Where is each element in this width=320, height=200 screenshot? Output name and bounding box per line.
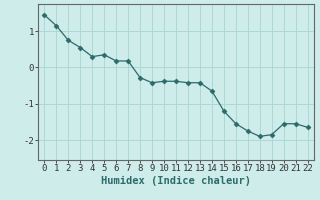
- X-axis label: Humidex (Indice chaleur): Humidex (Indice chaleur): [101, 176, 251, 186]
